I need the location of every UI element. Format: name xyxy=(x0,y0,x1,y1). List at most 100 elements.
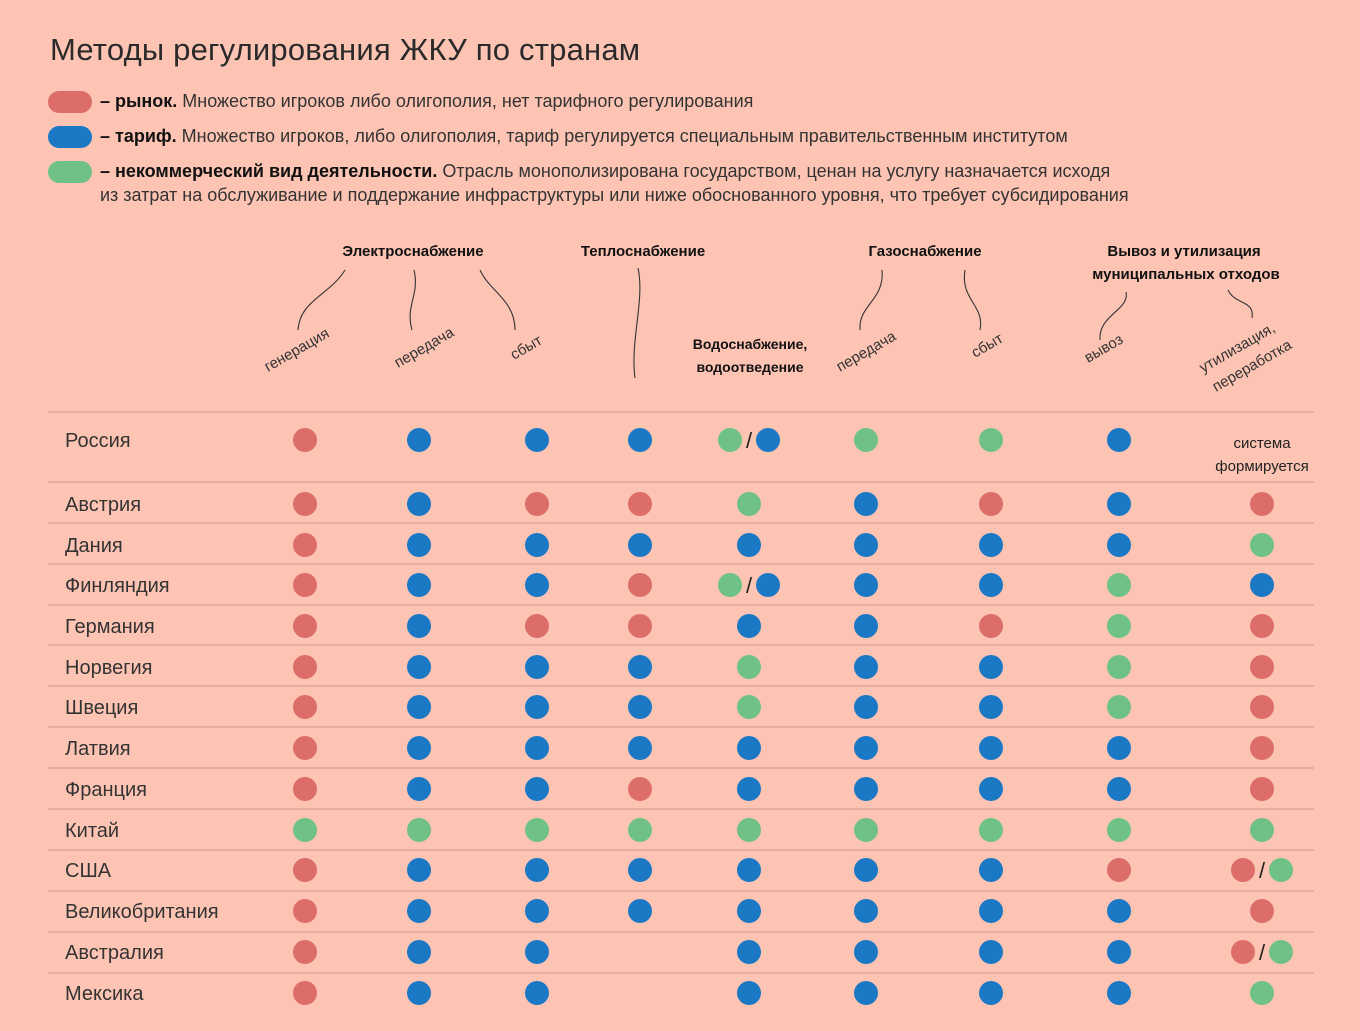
status-dot xyxy=(628,492,652,516)
status-dot xyxy=(1107,655,1131,679)
status-divider: / xyxy=(1259,858,1266,883)
status-dot xyxy=(293,818,317,842)
status-dot xyxy=(756,428,780,452)
legend-noncommercial-label: – некоммерческий вид деятельности. xyxy=(100,161,438,181)
group-label-electricity: Электроснабжение xyxy=(342,243,483,260)
status-dot xyxy=(1107,777,1131,801)
status-dot xyxy=(628,573,652,597)
status-dot xyxy=(1107,614,1131,638)
status-dot xyxy=(737,818,761,842)
status-divider: / xyxy=(746,573,753,598)
status-dot xyxy=(407,940,431,964)
status-dot xyxy=(293,533,317,557)
status-dot xyxy=(525,492,549,516)
status-dot xyxy=(854,492,878,516)
group-label-heating: Теплоснабжение xyxy=(581,243,705,260)
status-dot xyxy=(1107,981,1131,1005)
status-dot xyxy=(1107,940,1131,964)
status-dot xyxy=(407,777,431,801)
status-dot xyxy=(1250,777,1274,801)
status-dot xyxy=(854,428,878,452)
status-dot xyxy=(628,533,652,557)
status-dot xyxy=(718,428,742,452)
status-dot xyxy=(718,573,742,597)
col-label-gas-sales: сбыт xyxy=(969,330,1007,362)
group-label-waste: Вывоз и утилизация xyxy=(1107,243,1260,260)
status-dot xyxy=(525,428,549,452)
group-connector-line xyxy=(479,269,516,331)
country-label: Россия xyxy=(65,430,131,452)
status-dot xyxy=(854,818,878,842)
status-dot xyxy=(1107,573,1131,597)
legend-market-text: Множество игроков либо олигополия, нет т… xyxy=(177,91,754,111)
status-dot xyxy=(1250,533,1274,557)
status-dot xyxy=(407,858,431,882)
status-dot xyxy=(525,573,549,597)
status-dot xyxy=(293,614,317,638)
status-dot xyxy=(525,858,549,882)
status-dot xyxy=(854,777,878,801)
status-dot xyxy=(525,899,549,923)
country-label: США xyxy=(65,860,112,882)
status-dot xyxy=(407,573,431,597)
col-label-waste-collection: вывоз xyxy=(1082,331,1127,367)
status-dot xyxy=(525,777,549,801)
status-dot xyxy=(293,899,317,923)
col-label-gas-transmission: передача xyxy=(834,328,900,376)
status-dot xyxy=(979,573,1003,597)
status-dot xyxy=(854,858,878,882)
status-dot xyxy=(737,736,761,760)
status-dot xyxy=(737,940,761,964)
status-divider: / xyxy=(1259,940,1266,965)
status-dot xyxy=(1107,899,1131,923)
col-label-electricity-sales: сбыт xyxy=(508,332,546,364)
status-dot xyxy=(407,899,431,923)
status-dot xyxy=(1250,899,1274,923)
status-dot xyxy=(293,428,317,452)
group-connector-line xyxy=(859,269,883,331)
legend-noncommercial-swatch xyxy=(48,161,92,183)
status-dot xyxy=(525,736,549,760)
status-dot xyxy=(1107,533,1131,557)
status-dot xyxy=(737,695,761,719)
page-title: Методы регулирования ЖКУ по странам xyxy=(50,32,641,67)
legend-market-label: – рынок. xyxy=(100,91,178,111)
country-label: Великобритания xyxy=(65,901,219,923)
status-dot xyxy=(628,695,652,719)
status-dot xyxy=(737,614,761,638)
status-dot xyxy=(1107,736,1131,760)
status-dot xyxy=(854,736,878,760)
status-dot xyxy=(979,858,1003,882)
status-dot xyxy=(1250,818,1274,842)
status-dot xyxy=(979,899,1003,923)
status-dot xyxy=(979,492,1003,516)
status-dot xyxy=(525,981,549,1005)
status-dot xyxy=(407,736,431,760)
status-dot xyxy=(1107,428,1131,452)
status-dot xyxy=(293,777,317,801)
status-dot xyxy=(1231,858,1255,882)
country-label: Мексика xyxy=(65,983,144,1005)
status-note-line2: формируется xyxy=(1215,458,1308,475)
status-dot xyxy=(979,940,1003,964)
status-dot xyxy=(1250,981,1274,1005)
status-dot xyxy=(407,614,431,638)
status-dot xyxy=(293,981,317,1005)
status-dot xyxy=(407,655,431,679)
status-dot xyxy=(979,736,1003,760)
status-dot xyxy=(628,736,652,760)
country-label: Франция xyxy=(65,779,147,801)
status-dot xyxy=(737,533,761,557)
status-dot xyxy=(525,655,549,679)
status-dot xyxy=(1250,573,1274,597)
status-dot xyxy=(979,818,1003,842)
status-dot xyxy=(737,981,761,1005)
status-dot xyxy=(737,492,761,516)
status-dot xyxy=(628,777,652,801)
status-dot xyxy=(407,492,431,516)
status-dot xyxy=(979,981,1003,1005)
status-dot xyxy=(293,655,317,679)
col-label-generation: генерация xyxy=(262,325,333,376)
status-dot xyxy=(525,940,549,964)
